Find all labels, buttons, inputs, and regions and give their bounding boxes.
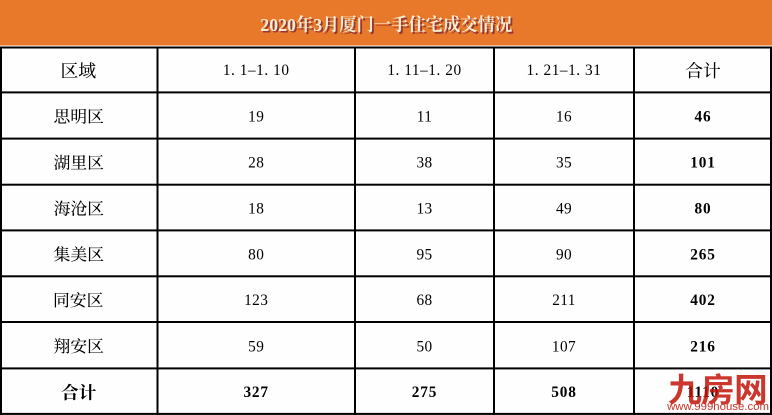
svg-text:18: 18 bbox=[248, 201, 264, 218]
svg-text:327: 327 bbox=[243, 384, 269, 401]
svg-text:90: 90 bbox=[556, 247, 572, 264]
svg-text:59: 59 bbox=[248, 338, 264, 355]
svg-text:216: 216 bbox=[690, 338, 716, 355]
svg-text:28: 28 bbox=[248, 155, 264, 172]
svg-text:101: 101 bbox=[690, 155, 716, 172]
svg-text:107: 107 bbox=[552, 338, 576, 355]
svg-text:275: 275 bbox=[412, 384, 438, 401]
svg-text:3: 3 bbox=[315, 17, 324, 37]
svg-text:95: 95 bbox=[416, 247, 432, 264]
svg-text:35: 35 bbox=[556, 155, 572, 172]
svg-text:1. 11–1. 20: 1. 11–1. 20 bbox=[387, 62, 461, 79]
svg-text:50: 50 bbox=[416, 338, 432, 355]
svg-text:80: 80 bbox=[695, 201, 712, 218]
svg-text:1110: 1110 bbox=[687, 384, 719, 401]
svg-text:16: 16 bbox=[556, 109, 572, 126]
svg-text:123: 123 bbox=[244, 292, 268, 309]
svg-text:402: 402 bbox=[690, 292, 716, 309]
svg-text:11: 11 bbox=[417, 109, 433, 126]
svg-text:49: 49 bbox=[556, 201, 572, 218]
svg-text:265: 265 bbox=[690, 247, 716, 264]
svg-text:2020: 2020 bbox=[262, 17, 298, 37]
svg-text:508: 508 bbox=[551, 384, 577, 401]
svg-text:80: 80 bbox=[248, 247, 264, 264]
svg-text:68: 68 bbox=[416, 292, 432, 309]
svg-text:1. 1–1. 10: 1. 1–1. 10 bbox=[223, 62, 290, 79]
svg-text:38: 38 bbox=[416, 155, 432, 172]
svg-text:19: 19 bbox=[248, 109, 264, 126]
svg-text:www.999house.com: www.999house.com bbox=[666, 401, 769, 413]
svg-text:1. 21–1. 31: 1. 21–1. 31 bbox=[527, 62, 602, 79]
svg-text:46: 46 bbox=[695, 109, 712, 126]
svg-text:3: 3 bbox=[313, 15, 322, 35]
svg-text:2020: 2020 bbox=[260, 15, 296, 35]
svg-text:13: 13 bbox=[416, 201, 432, 218]
svg-text:211: 211 bbox=[552, 292, 576, 309]
